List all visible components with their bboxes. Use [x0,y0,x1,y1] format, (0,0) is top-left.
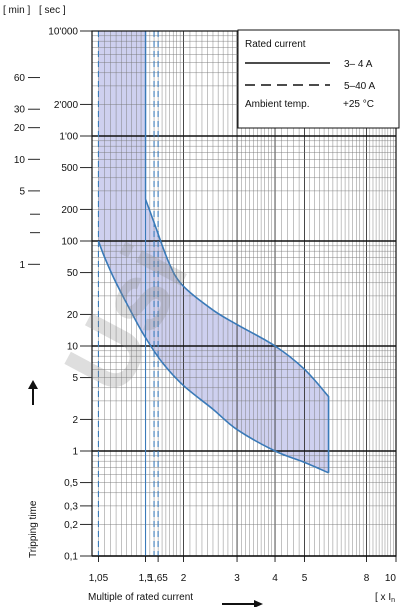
x-tick-label: 1,65 [148,573,168,584]
x-tick-label: 3 [234,573,240,584]
legend-title: Rated current [245,39,306,50]
y-tick-sec-label: 1 [72,447,78,458]
legend: Rated current 3– 4 A 5–40 A Ambient temp… [237,29,400,129]
x-tick-label: 10 [385,573,397,584]
x-tick-label: 5 [302,573,308,584]
y-axis-sec-ticks: 10'000 2'000 1'00 500 200 100 50 20 10 5 2 1 0,5 0,3 0… [48,27,92,563]
y-tick-sec-label: 10 [67,342,79,353]
y-tick-min-label: 60 [14,73,26,84]
y-tick-min-label: 10 [14,155,26,166]
x-tick-label: 2 [181,573,187,584]
y-unit-min: [ min ] [3,5,30,16]
y-tick-sec-label: 1'00 [59,132,78,143]
y-tick-min-label: 1 [19,260,25,271]
x-tick-label: 1,05 [89,573,109,584]
y-tick-sec-label: 100 [61,237,78,248]
y-tick-sec-label: 20 [67,310,79,321]
legend-entry-3-4a: 3– 4 A [344,59,373,70]
y-axis-min-ticks: 60 30 20 10 5 1 [14,73,40,271]
lower-trip-curve [97,240,329,474]
y-tick-sec-label: 500 [61,163,78,174]
x-axis-unit: [ x In [375,592,395,604]
y-tick-sec-label: 2'000 [54,100,79,111]
legend-ambient-label: Ambient temp. [245,99,309,110]
upper-trip-curve [144,198,330,473]
y-unit-sec: [ sec ] [39,5,66,16]
y-tick-sec-label: 2 [72,415,78,426]
y-tick-sec-label: 0,3 [64,501,78,512]
y-tick-sec-label: 0,2 [64,520,78,531]
x-tick-label: 1,5 [139,573,153,584]
y-axis-label: Tripping time [28,500,39,558]
y-tick-min-label: 20 [14,123,26,134]
grid [92,31,397,557]
x-tick-label: 4 [272,573,278,584]
x-tick-label: 8 [364,573,370,584]
y-tick-sec-label: 5 [72,373,78,384]
y-tick-sec-label: 0,1 [64,552,78,563]
y-tick-sec-label: 0,5 [64,478,78,489]
y-tick-sec-label: 10'000 [48,27,78,38]
x-axis-ticks: 1,05 1,51,65 2 3 4 5 8 10 [89,556,397,584]
legend-entry-5-40a: 5–40 A [344,81,375,92]
x-axis-label: Multiple of rated current [88,592,193,603]
legend-ambient-value: +25 °C [343,99,374,110]
y-tick-min-label: 5 [19,186,25,197]
up-arrow-icon [28,380,38,405]
y-tick-sec-label: 50 [67,268,79,279]
y-tick-sec-label: 200 [61,205,78,216]
right-arrow-icon [222,600,263,607]
y-tick-min-label: 30 [14,105,26,116]
rated-current-markers [97,31,159,556]
